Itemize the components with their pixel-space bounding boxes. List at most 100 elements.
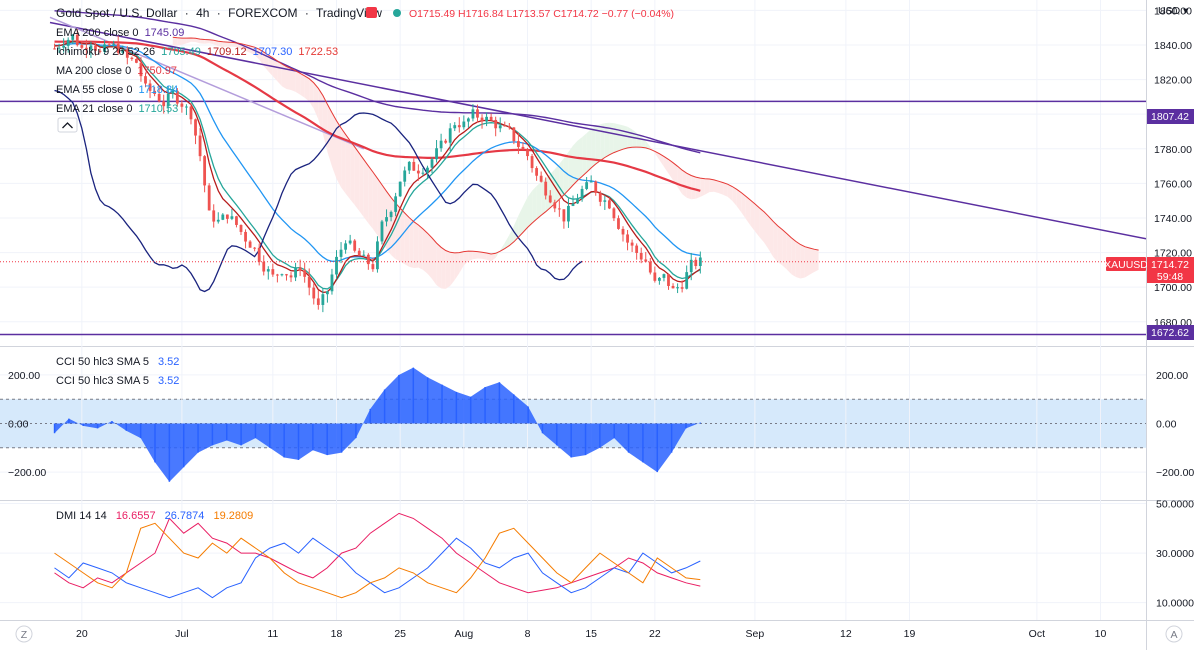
cloud-segment bbox=[291, 68, 296, 92]
symbol-tag: XAUUSD bbox=[1104, 259, 1148, 271]
candle-body bbox=[330, 274, 334, 292]
ichimoku-span-b-line bbox=[172, 36, 819, 255]
trendlines[interactable] bbox=[49, 16, 1147, 240]
trendline-0[interactable] bbox=[49, 21, 1147, 240]
ema200-line bbox=[54, 10, 701, 154]
candle-body bbox=[544, 181, 548, 196]
candle-body bbox=[148, 83, 152, 91]
legend-collapse-button[interactable] bbox=[57, 117, 78, 133]
legend-item-3-name: EMA 55 close 0 bbox=[56, 84, 132, 96]
candle-body bbox=[603, 200, 607, 202]
hline-badge-top-value: 1807.42 bbox=[1151, 111, 1189, 123]
candle-body bbox=[266, 269, 270, 272]
candle-body bbox=[626, 234, 629, 243]
legend-item-2[interactable]: MA 200 close 0 1750.97 bbox=[56, 65, 177, 77]
cci-legend-2-value: 3.52 bbox=[158, 375, 179, 387]
candle-body bbox=[294, 267, 297, 278]
cloud-segment bbox=[209, 39, 214, 45]
cci-legend[interactable]: CCI 50 hlc3 SMA 5 3.52 CCI 50 hlc3 SMA 5… bbox=[56, 356, 179, 387]
candle-body bbox=[416, 170, 420, 174]
trendline-1[interactable] bbox=[49, 16, 365, 150]
price-tick-1780: 1780.00 bbox=[1154, 144, 1192, 156]
candle-body bbox=[539, 175, 543, 182]
candle-body bbox=[412, 161, 416, 171]
log-scale-button[interactable]: Z bbox=[15, 625, 33, 643]
legend-item-0[interactable]: EMA 200 close 0 1745.09 bbox=[56, 27, 184, 39]
dmi-tick-30: 30.0000 bbox=[1156, 548, 1194, 560]
cloud-segment bbox=[463, 251, 469, 266]
cloud-segment bbox=[791, 237, 796, 277]
cloud-segment bbox=[231, 42, 237, 47]
candle-body bbox=[94, 45, 97, 51]
cloud-segment bbox=[386, 191, 392, 255]
cloud-segment bbox=[400, 208, 405, 265]
candle-body bbox=[248, 241, 252, 248]
candle-body bbox=[476, 109, 479, 118]
alert-flag-icon[interactable] bbox=[366, 7, 377, 18]
cloud-segment bbox=[272, 57, 278, 82]
price-tick-1740: 1740.00 bbox=[1154, 213, 1192, 225]
cloud-segment bbox=[527, 190, 533, 228]
candle-body bbox=[512, 127, 516, 142]
candle-body bbox=[598, 192, 602, 202]
currency-menu[interactable]: USD ▾ bbox=[1158, 5, 1189, 17]
dmi-tick-50: 50.0000 bbox=[1156, 498, 1194, 510]
time-tick-15: 15 bbox=[585, 628, 597, 640]
header-symbol: Gold Spot / U.S. Dollar bbox=[56, 6, 177, 20]
cloud-segment bbox=[732, 186, 737, 207]
time-tick-22: 22 bbox=[649, 628, 661, 640]
legend-collapse-button-bg[interactable] bbox=[57, 117, 78, 133]
cloud-segment bbox=[691, 175, 696, 200]
dmi-legend[interactable]: DMI 14 14 16.6557 26.7874 19.2809 bbox=[56, 510, 253, 522]
log-scale-button-bg[interactable] bbox=[15, 625, 33, 643]
candle-body bbox=[89, 45, 93, 50]
auto-scale-a-button[interactable]: A bbox=[1170, 629, 1177, 641]
legend-item-3[interactable]: EMA 55 close 0 1718.84 bbox=[56, 84, 178, 96]
cloud-segment bbox=[477, 251, 482, 259]
cloud-segment bbox=[568, 145, 573, 191]
auto-scale-button-bg[interactable] bbox=[1165, 625, 1183, 643]
cloud-segment bbox=[482, 252, 487, 260]
legend-item-4-name: EMA 21 close 0 bbox=[56, 103, 132, 115]
cloud-segment bbox=[181, 38, 187, 45]
dmi-tick-10: 10.0000 bbox=[1156, 598, 1194, 610]
legend-item-4[interactable]: EMA 21 close 0 1710.53 bbox=[56, 103, 178, 115]
main-legend[interactable]: EMA 200 close 0 1745.09 Ichimoku 9 26 52 2… bbox=[56, 27, 338, 115]
timezone-z-button[interactable]: Z bbox=[21, 629, 28, 641]
candle-body bbox=[321, 294, 325, 305]
cloud-segment bbox=[427, 233, 432, 279]
auto-scale-button[interactable]: A bbox=[1165, 625, 1183, 643]
cci-legend-1-name: CCI 50 hlc3 SMA 5 bbox=[56, 356, 149, 368]
header-title[interactable]: Gold Spot / U.S. Dollar · 4h · FOREXCOM … bbox=[56, 6, 382, 20]
candle-body bbox=[312, 287, 316, 299]
dmi-minus-di-line bbox=[54, 537, 701, 599]
cloud-segment bbox=[450, 252, 455, 286]
header-source: TradingView bbox=[316, 6, 382, 20]
dmi-legend-name: DMI 14 14 bbox=[56, 510, 107, 522]
currency-menu-label[interactable]: USD ▾ bbox=[1158, 5, 1189, 17]
cloud-segment bbox=[718, 181, 724, 195]
legend-item-1[interactable]: Ichimoku 9 26 52 26 1705.49 1709.12 1707.30… bbox=[56, 46, 338, 58]
candle-body bbox=[57, 47, 61, 49]
candle-body bbox=[644, 259, 648, 262]
candle-body bbox=[576, 199, 579, 204]
cloud-segment bbox=[295, 70, 301, 95]
cloud-segment bbox=[686, 173, 692, 200]
last-price-badge: XAUUSD 1714.72 59:48 bbox=[1104, 257, 1194, 283]
candle-body bbox=[271, 269, 275, 275]
legend-item-4-value-0: 1710.53 bbox=[138, 103, 178, 115]
cloud-segment bbox=[195, 38, 201, 44]
cloud-segment bbox=[723, 182, 728, 197]
cloud-segment bbox=[518, 206, 523, 238]
candle-body bbox=[380, 221, 384, 242]
chart-header: Gold Spot / U.S. Dollar · 4h · FOREXCOM … bbox=[56, 6, 674, 20]
candle-body bbox=[612, 208, 616, 219]
candle-body bbox=[394, 196, 398, 212]
hline-badge-bottom-bg bbox=[1147, 325, 1194, 340]
header-interval: 4h bbox=[196, 6, 209, 20]
candle-body bbox=[194, 119, 197, 136]
candle-body bbox=[462, 121, 466, 128]
cloud-segment bbox=[404, 213, 410, 267]
ma200-line bbox=[54, 40, 701, 192]
